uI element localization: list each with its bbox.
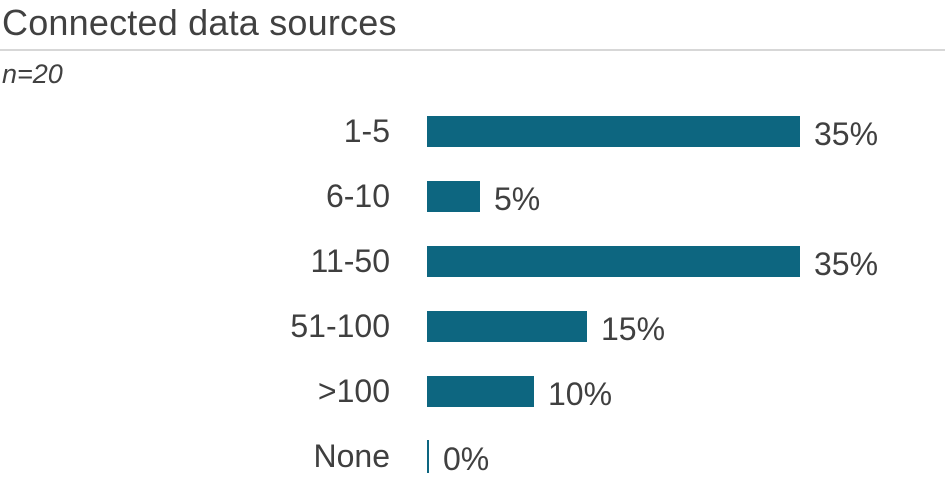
chart-title: Connected data sources <box>2 2 397 43</box>
chart-row: 6-10 5% <box>0 164 949 229</box>
category-label: None <box>313 438 391 474</box>
bar-zone: 5% <box>427 178 541 217</box>
value-label: 0% <box>443 441 490 477</box>
category-label: >100 <box>317 373 390 409</box>
category-label: 6-10 <box>325 178 390 214</box>
category-label: 1-5 <box>343 113 390 149</box>
value-label: 15% <box>601 311 666 347</box>
title-divider <box>0 49 945 51</box>
value-label: 35% <box>814 116 879 152</box>
bar-zone: 10% <box>427 373 613 412</box>
chart-row: 1-5 35% <box>0 99 949 164</box>
value-label: 35% <box>814 246 879 282</box>
bar <box>427 311 587 342</box>
bar-zone: 35% <box>427 113 879 152</box>
chart-row: 11-50 35% <box>0 229 949 294</box>
category-label: 51-100 <box>290 308 390 344</box>
bar <box>427 181 480 212</box>
bar <box>427 116 800 147</box>
sample-size-label: n=20 <box>2 59 63 89</box>
bar-zone: 35% <box>427 243 879 282</box>
category-label: 11-50 <box>310 243 390 279</box>
value-label: 10% <box>548 376 613 412</box>
chart-row: 51-100 15% <box>0 294 949 359</box>
bar <box>427 376 534 407</box>
bar <box>427 246 800 277</box>
bar-chart: 1-5 35% 6-10 5% 11-50 35% 51-100 15% >100 10% None… <box>0 99 949 483</box>
bar-zone: 0% <box>427 438 490 477</box>
bar-zone: 15% <box>427 308 666 347</box>
value-label: 5% <box>494 181 541 217</box>
chart-row: >100 10% <box>0 359 949 424</box>
zero-tick <box>427 440 429 473</box>
chart-row: None 0% <box>0 424 949 483</box>
